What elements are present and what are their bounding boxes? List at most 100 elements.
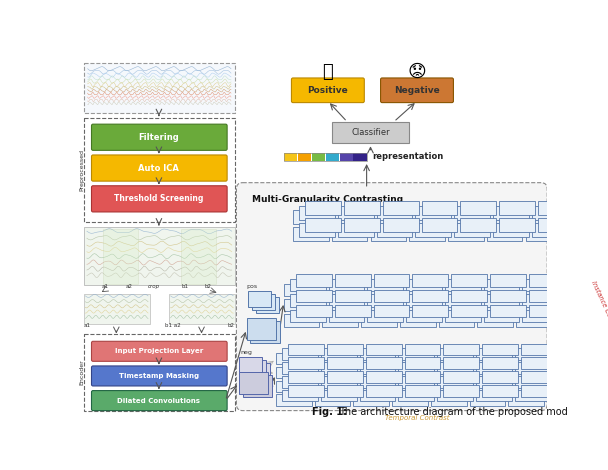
Bar xyxy=(284,153,367,161)
Bar xyxy=(315,353,350,364)
Bar xyxy=(431,353,466,364)
Text: b1 a2: b1 a2 xyxy=(165,323,181,329)
Bar xyxy=(360,390,395,401)
Bar xyxy=(439,299,474,311)
Bar xyxy=(476,362,511,374)
Bar xyxy=(377,223,412,236)
Text: crop: crop xyxy=(147,284,159,289)
Bar xyxy=(454,206,490,219)
FancyBboxPatch shape xyxy=(91,366,227,386)
Bar xyxy=(321,376,356,387)
Bar xyxy=(490,305,525,317)
Text: b1: b1 xyxy=(181,284,188,289)
Text: Input Projection Layer: Input Projection Layer xyxy=(115,348,203,354)
Bar xyxy=(338,206,373,219)
Bar xyxy=(288,385,324,397)
FancyBboxPatch shape xyxy=(91,341,227,361)
Bar xyxy=(344,218,380,232)
Bar xyxy=(437,390,473,401)
Bar xyxy=(329,279,364,291)
Bar xyxy=(400,299,435,311)
Bar xyxy=(422,218,457,232)
Bar xyxy=(366,385,401,397)
Bar xyxy=(398,362,434,374)
FancyBboxPatch shape xyxy=(237,183,547,411)
Bar xyxy=(437,362,473,374)
Bar xyxy=(344,201,380,215)
Bar xyxy=(477,283,513,296)
Bar xyxy=(522,279,558,291)
Bar xyxy=(470,353,505,364)
Bar xyxy=(290,279,325,291)
Bar xyxy=(443,344,479,355)
Bar xyxy=(84,227,235,285)
Bar xyxy=(322,283,358,296)
Bar xyxy=(404,344,440,355)
Bar xyxy=(443,358,479,369)
Text: Auto ICA: Auto ICA xyxy=(139,164,179,172)
Bar xyxy=(493,223,528,236)
Bar xyxy=(514,348,550,360)
Bar xyxy=(404,371,440,383)
Bar xyxy=(353,367,389,378)
Bar xyxy=(284,299,319,311)
Bar xyxy=(383,218,418,232)
Bar xyxy=(422,201,457,215)
Bar xyxy=(246,318,276,340)
Bar xyxy=(322,299,358,311)
Bar xyxy=(406,310,442,322)
Bar xyxy=(315,381,350,392)
Bar xyxy=(482,344,518,355)
Text: Multi-Granularity Contrasting: Multi-Granularity Contrasting xyxy=(252,195,403,204)
Bar xyxy=(431,394,466,406)
Bar xyxy=(367,294,403,306)
Text: 🙂: 🙂 xyxy=(322,63,333,81)
Bar xyxy=(373,290,409,302)
Bar xyxy=(483,310,519,322)
Bar xyxy=(448,211,483,224)
Text: Encoder: Encoder xyxy=(80,359,85,385)
Bar xyxy=(400,283,435,296)
Bar xyxy=(327,344,363,355)
Bar xyxy=(282,348,318,360)
Bar xyxy=(332,211,367,224)
Bar xyxy=(476,348,511,360)
Bar xyxy=(311,153,325,161)
Bar xyxy=(398,376,434,387)
Bar xyxy=(525,211,561,224)
Bar xyxy=(327,371,363,383)
Bar xyxy=(325,153,339,161)
Text: 😟: 😟 xyxy=(407,63,426,81)
Text: Instance Contrast: Instance Contrast xyxy=(590,280,608,336)
Bar xyxy=(487,211,522,224)
Text: Temporal Contrast: Temporal Contrast xyxy=(385,415,449,421)
Bar xyxy=(404,358,440,369)
Bar xyxy=(431,367,466,378)
Text: Timestamp Masking: Timestamp Masking xyxy=(119,373,199,379)
Bar xyxy=(451,290,487,302)
Bar xyxy=(239,357,262,372)
Bar xyxy=(353,381,389,392)
Bar xyxy=(383,201,418,215)
Bar xyxy=(454,223,490,236)
Bar xyxy=(243,375,272,397)
Bar xyxy=(412,290,448,302)
Bar xyxy=(514,362,550,374)
Bar xyxy=(84,63,235,113)
Text: The architecture diagram of the proposed mod: The architecture diagram of the proposed… xyxy=(339,407,568,417)
FancyBboxPatch shape xyxy=(381,78,454,102)
Bar xyxy=(361,283,397,296)
Bar xyxy=(290,294,325,306)
Bar xyxy=(528,290,564,302)
Bar xyxy=(353,394,389,406)
Bar xyxy=(508,353,544,364)
Bar xyxy=(284,283,319,296)
Bar xyxy=(406,294,442,306)
Bar xyxy=(256,298,279,313)
Bar xyxy=(329,310,364,322)
Text: Threshold Screening: Threshold Screening xyxy=(114,195,204,204)
Bar xyxy=(335,305,370,317)
Text: a1: a1 xyxy=(102,284,109,289)
Bar xyxy=(460,201,496,215)
Bar xyxy=(532,223,567,236)
